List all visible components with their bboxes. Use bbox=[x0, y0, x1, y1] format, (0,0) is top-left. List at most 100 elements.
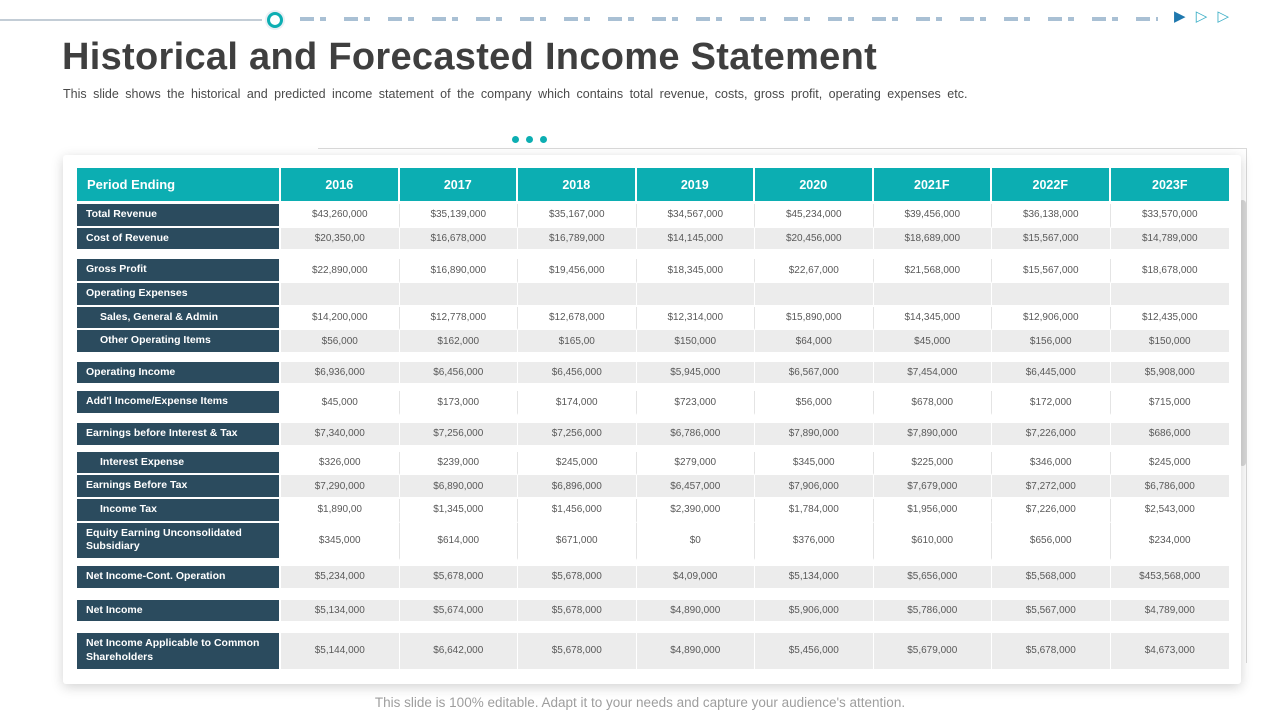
cell-value: $16,678,000 bbox=[399, 227, 518, 252]
cell-value: $345,000 bbox=[755, 451, 874, 476]
column-header: 2023F bbox=[1110, 168, 1229, 204]
dashed-rule-line bbox=[300, 17, 1158, 21]
play-solid-icon: ▶ bbox=[1174, 8, 1189, 25]
cell-value: $5,945,000 bbox=[636, 361, 755, 386]
column-header: 2017 bbox=[399, 168, 518, 204]
row-label: Operating Income bbox=[77, 361, 281, 386]
cell-value: $5,678,000 bbox=[518, 565, 637, 590]
row-label: Interest Expense bbox=[77, 451, 281, 476]
cell-value bbox=[281, 282, 400, 307]
cell-value: $678,000 bbox=[873, 391, 992, 416]
cell-value: $150,000 bbox=[1110, 330, 1229, 354]
cell-value: $172,000 bbox=[992, 391, 1111, 416]
cell-value bbox=[518, 282, 637, 307]
cell-value: $245,000 bbox=[518, 451, 637, 476]
cell-value: $165,00 bbox=[518, 330, 637, 354]
cell-value: $6,890,000 bbox=[399, 475, 518, 500]
income-statement-table: Period Ending 2016 2017 2018 2019 2020 2021F 2… bbox=[77, 168, 1229, 671]
scrollbar-thumb[interactable] bbox=[1239, 200, 1246, 466]
cell-value: $6,896,000 bbox=[518, 475, 637, 500]
cell-value: $6,445,000 bbox=[992, 361, 1111, 386]
cell-value: $7,906,000 bbox=[755, 475, 874, 500]
cell-value: $7,226,000 bbox=[992, 499, 1111, 523]
row-label: Net Income Applicable to Common Sharehol… bbox=[77, 633, 281, 671]
circle-marker-icon bbox=[267, 12, 283, 28]
cell-value: $7,256,000 bbox=[399, 423, 518, 447]
cell-value: $156,000 bbox=[992, 330, 1111, 354]
dot-icon bbox=[526, 136, 533, 143]
column-header: 2020 bbox=[755, 168, 874, 204]
cell-value: $43,260,000 bbox=[281, 204, 400, 228]
cell-value: $15,890,000 bbox=[755, 306, 874, 331]
table-card: Period Ending 2016 2017 2018 2019 2020 2021F 2… bbox=[63, 155, 1241, 684]
cell-value: $345,000 bbox=[281, 522, 400, 560]
cell-value: $20,350,00 bbox=[281, 227, 400, 252]
cell-value: $1,456,000 bbox=[518, 499, 637, 523]
cell-value: $21,568,000 bbox=[873, 259, 992, 283]
table-row: Earnings Before Tax $7,290,000 $6,890,000 $… bbox=[77, 475, 1229, 500]
cell-value: $56,000 bbox=[281, 330, 400, 354]
cell-value: $35,167,000 bbox=[518, 204, 637, 228]
dot-icon bbox=[540, 136, 547, 143]
cell-value: $4,673,000 bbox=[1110, 633, 1229, 671]
cell-value: $279,000 bbox=[636, 451, 755, 476]
cell-value: $150,000 bbox=[636, 330, 755, 354]
row-spacer bbox=[77, 623, 1229, 633]
cell-value: $6,642,000 bbox=[399, 633, 518, 671]
column-header: 2016 bbox=[281, 168, 400, 204]
table-row: Sales, General & Admin $14,200,000 $12,778… bbox=[77, 306, 1229, 331]
cell-value: $239,000 bbox=[399, 451, 518, 476]
cell-value: $656,000 bbox=[992, 522, 1111, 560]
cell-value: $16,789,000 bbox=[518, 227, 637, 252]
cell-value: $715,000 bbox=[1110, 391, 1229, 416]
cell-value: $1,345,000 bbox=[399, 499, 518, 523]
table-row: Net Income Applicable to Common Sharehol… bbox=[77, 633, 1229, 671]
cell-value: $7,256,000 bbox=[518, 423, 637, 447]
cell-value: $15,567,000 bbox=[992, 227, 1111, 252]
cell-value: $7,890,000 bbox=[755, 423, 874, 447]
cell-value: $64,000 bbox=[755, 330, 874, 354]
cell-value: $15,567,000 bbox=[992, 259, 1111, 283]
cell-value: $56,000 bbox=[755, 391, 874, 416]
row-label: Sales, General & Admin bbox=[77, 306, 281, 331]
cell-value bbox=[873, 282, 992, 307]
dot-icon bbox=[512, 136, 519, 143]
column-header: 2019 bbox=[636, 168, 755, 204]
cell-value: $610,000 bbox=[873, 522, 992, 560]
cell-value: $14,789,000 bbox=[1110, 227, 1229, 252]
page-subtitle: This slide shows the historical and pred… bbox=[63, 87, 968, 101]
cell-value bbox=[755, 282, 874, 307]
row-label: Add'l Income/Expense Items bbox=[77, 391, 281, 416]
cell-value: $5,678,000 bbox=[518, 633, 637, 671]
cell-value: $376,000 bbox=[755, 522, 874, 560]
footer-note: This slide is 100% editable. Adapt it to… bbox=[374, 695, 906, 710]
cell-value: $5,679,000 bbox=[873, 633, 992, 671]
cell-value: $5,456,000 bbox=[755, 633, 874, 671]
cell-value: $12,678,000 bbox=[518, 306, 637, 331]
cell-value: $14,345,000 bbox=[873, 306, 992, 331]
cell-value: $18,689,000 bbox=[873, 227, 992, 252]
cell-value: $5,568,000 bbox=[992, 565, 1111, 590]
cell-value: $346,000 bbox=[992, 451, 1111, 476]
page-title: Historical and Forecasted Income Stateme… bbox=[62, 36, 878, 78]
cell-value: $5,678,000 bbox=[992, 633, 1111, 671]
cell-value: $245,000 bbox=[1110, 451, 1229, 476]
table-row: Cost of Revenue $20,350,00 $16,678,000 $16,… bbox=[77, 227, 1229, 252]
cell-value: $33,570,000 bbox=[1110, 204, 1229, 228]
cell-value: $5,786,000 bbox=[873, 599, 992, 624]
play-outline-icon: ▷ bbox=[1217, 8, 1232, 25]
row-label: Operating Expenses bbox=[77, 282, 281, 307]
cell-value: $2,390,000 bbox=[636, 499, 755, 523]
arrow-icons: ▶ ▷ ▷ bbox=[1174, 9, 1232, 24]
table-row: Income Tax $1,890,00 $1,345,000 $1,456,000 $… bbox=[77, 499, 1229, 523]
table-header-row: Period Ending 2016 2017 2018 2019 2020 2021F 2… bbox=[77, 168, 1229, 204]
row-label: Equity Earning Unconsolidated Subsidiary bbox=[77, 522, 281, 560]
cell-value: $12,314,000 bbox=[636, 306, 755, 331]
row-label: Earnings Before Tax bbox=[77, 475, 281, 500]
row-spacer bbox=[77, 354, 1229, 362]
cell-value: $7,454,000 bbox=[873, 361, 992, 386]
table-row: Gross Profit $22,890,000 $16,890,000 $19,45… bbox=[77, 259, 1229, 283]
column-header: 2022F bbox=[992, 168, 1111, 204]
cell-value: $6,456,000 bbox=[399, 361, 518, 386]
table-row: Interest Expense $326,000 $239,000 $245,000… bbox=[77, 451, 1229, 476]
